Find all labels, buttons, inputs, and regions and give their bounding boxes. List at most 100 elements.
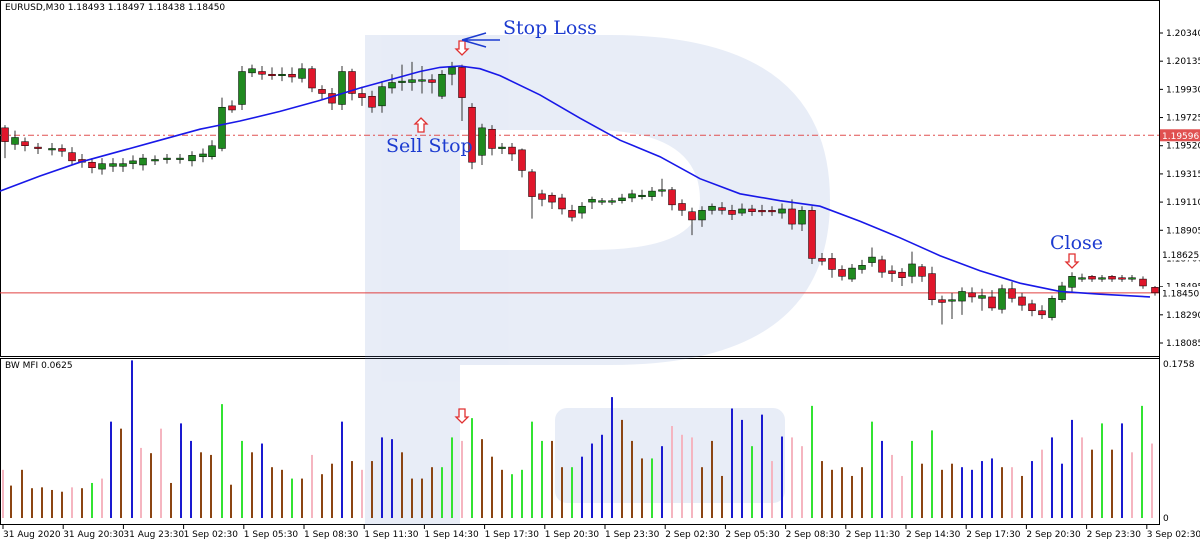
candle-body-bull xyxy=(998,288,1006,310)
candle-body-bear xyxy=(728,210,736,215)
candle-body-bear xyxy=(348,71,356,94)
candle-body-bear xyxy=(538,193,546,200)
candle-body-bear xyxy=(21,141,29,146)
candle-body-bull xyxy=(498,146,506,149)
candle xyxy=(618,193,626,204)
candle-body-bear xyxy=(1151,287,1159,294)
candle xyxy=(378,81,386,113)
candle-body-bull xyxy=(858,265,866,270)
x-tick-label: 31 Aug 23:30 xyxy=(123,530,184,540)
x-tick-label: 1 Sep 02:30 xyxy=(184,530,239,540)
candle-body-bull xyxy=(588,199,596,203)
candle-body-bull xyxy=(608,200,616,203)
candle-body-bull xyxy=(478,127,486,156)
x-tick-label: 1 Sep 23:30 xyxy=(605,530,660,540)
candle xyxy=(708,203,716,215)
candle-body-bull xyxy=(418,79,426,82)
candle-body-bull xyxy=(1098,277,1106,280)
sell-stop-price-label: 1.19596 xyxy=(1162,132,1199,142)
candle-body-bull xyxy=(1078,277,1086,280)
candle xyxy=(139,153,147,171)
candle xyxy=(11,130,19,150)
sell-stop-label: Sell Stop xyxy=(386,135,473,157)
candle xyxy=(258,65,266,80)
candle xyxy=(588,196,596,209)
candle xyxy=(1018,292,1026,311)
candle-body-bull xyxy=(708,205,716,211)
candle xyxy=(88,158,96,174)
bid-price-label-bg xyxy=(1160,286,1200,299)
candle xyxy=(658,178,666,197)
candle xyxy=(163,153,171,164)
candle xyxy=(34,142,42,154)
price-axis: 1.20340 1.20135 1.19930 1.19725 1.19520 1.193… xyxy=(1159,29,1200,524)
candle-body-bear xyxy=(668,189,676,206)
candle-body-bear xyxy=(818,258,826,262)
candle xyxy=(878,255,886,278)
candle xyxy=(648,186,656,201)
candle-body-bull xyxy=(848,267,856,280)
candle-body-bull xyxy=(868,256,876,263)
candle-body-bull xyxy=(648,190,656,197)
candle xyxy=(298,63,306,83)
candle xyxy=(968,287,976,303)
candle-body-bull xyxy=(598,200,606,203)
y-tick-label: 1.20135 xyxy=(1166,57,1200,67)
candle xyxy=(348,68,356,101)
x-tick-label: 1 Sep 11:30 xyxy=(364,530,419,540)
candle xyxy=(248,64,256,77)
candle xyxy=(958,287,966,315)
candle xyxy=(428,74,436,94)
candle-body-bear xyxy=(68,152,76,162)
y-tick-label: 1.18290 xyxy=(1166,311,1200,321)
partial-price-label-bg xyxy=(1160,248,1200,261)
candle-body-bull xyxy=(199,153,207,157)
candle-body-bear xyxy=(518,149,526,171)
y-tick-label: 1.18905 xyxy=(1166,226,1200,236)
candle-body-bull xyxy=(48,148,56,151)
candle-body-bear xyxy=(988,296,996,309)
candle-body-bull xyxy=(1128,277,1136,280)
candle-body-bull xyxy=(448,67,456,75)
candle xyxy=(918,263,926,282)
candle-body-bear xyxy=(548,194,556,203)
candle xyxy=(908,251,916,284)
candle xyxy=(808,206,816,264)
moving-average-line xyxy=(0,65,1151,298)
candle-body-bear xyxy=(358,93,366,98)
candle xyxy=(48,142,56,156)
candle xyxy=(199,148,207,163)
x-tick-label: 1 Sep 08:30 xyxy=(304,530,359,540)
candle xyxy=(1108,274,1116,282)
candle-body-bull xyxy=(578,205,586,214)
x-tick-label: 2 Sep 14:30 xyxy=(906,530,961,540)
candle-body-bull xyxy=(658,189,666,192)
candle xyxy=(668,186,676,211)
candle-body-bear xyxy=(1018,296,1026,306)
candle xyxy=(948,292,956,319)
candles-layer xyxy=(1,61,1159,325)
y-tick-label: 1.19315 xyxy=(1166,170,1200,180)
candle xyxy=(938,295,946,325)
candle xyxy=(548,192,556,209)
candle-body-bull xyxy=(188,155,196,162)
candle-body-bull xyxy=(298,68,306,79)
candle xyxy=(928,266,936,306)
candle xyxy=(1068,272,1076,292)
x-tick-label: 2 Sep 17:30 xyxy=(966,530,1021,540)
candle xyxy=(998,284,1006,314)
moving-average-layer xyxy=(0,65,1151,298)
candle xyxy=(848,263,856,282)
candle xyxy=(129,155,137,170)
candle-body-bull xyxy=(176,157,184,160)
candle-body-bear xyxy=(1108,276,1116,280)
candle-body-bear xyxy=(1038,310,1046,316)
candle-body-bull xyxy=(98,163,106,170)
candle-body-bull xyxy=(958,291,966,302)
candle-body-bear xyxy=(918,266,926,277)
x-tick-label: 1 Sep 14:30 xyxy=(424,530,479,540)
candle xyxy=(1098,274,1106,282)
candle-body-bull xyxy=(978,295,986,299)
candle-body-bear xyxy=(898,271,906,278)
